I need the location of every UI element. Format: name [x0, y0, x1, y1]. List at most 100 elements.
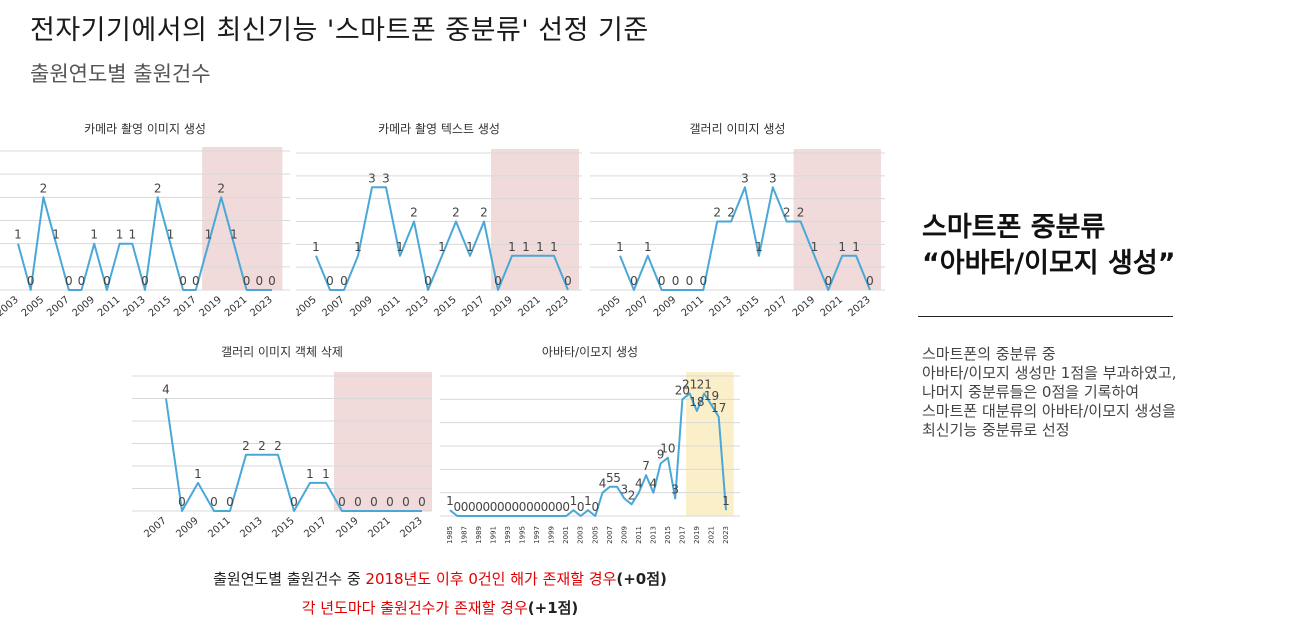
- tick-label: 2011: [680, 294, 707, 319]
- tick-label: 2017: [460, 294, 487, 319]
- tick-label: 2001: [562, 526, 570, 544]
- tick-label: 2023: [248, 294, 275, 319]
- data-label: 0: [340, 274, 348, 288]
- data-label: 4: [650, 477, 658, 491]
- data-label: 1: [508, 240, 516, 254]
- data-label: 1: [838, 240, 846, 254]
- series-line: [449, 392, 727, 517]
- data-label: 1: [230, 228, 238, 242]
- data-label: 0: [268, 274, 276, 288]
- tick-label: 2011: [376, 294, 403, 319]
- data-label: 0: [541, 500, 549, 514]
- side-line: 스마트폰의 중분류 중: [922, 345, 1056, 363]
- data-label: 2: [410, 206, 418, 220]
- data-label: 0: [338, 495, 346, 509]
- data-label: 4: [599, 477, 607, 491]
- tick-label: 2015: [147, 294, 174, 319]
- tick-label: 2019: [488, 294, 515, 319]
- tick-label: 2023: [398, 515, 425, 540]
- data-label: 0: [354, 495, 362, 509]
- side-heading-line2: “아바타/이모지 생성”: [922, 248, 1176, 279]
- data-label: 4: [162, 383, 170, 397]
- data-label: 0: [672, 274, 680, 288]
- data-label: 0: [27, 274, 35, 288]
- tick-label: 2009: [70, 294, 97, 319]
- data-label: 2: [783, 206, 791, 220]
- data-label: 1: [466, 240, 474, 254]
- chart-title: 갤러리 이미지 생성: [690, 122, 786, 136]
- tick-label: 2005: [20, 294, 47, 319]
- data-label: 0: [497, 500, 505, 514]
- tick-label: 2013: [121, 294, 148, 319]
- data-label: 0: [630, 274, 638, 288]
- data-label: 10: [660, 442, 675, 456]
- tick-label: 2017: [678, 526, 686, 544]
- page-title: 전자기기에서의 최신기능 '스마트폰 중분류' 선정 기준: [30, 15, 649, 46]
- data-label: 18: [689, 395, 704, 409]
- data-label: 2: [242, 439, 250, 453]
- data-label: 0: [658, 274, 666, 288]
- data-label: 1: [354, 240, 362, 254]
- chart-gallery-image: 갤러리 이미지 생성 1 0 1 0 0 0 0 2 2 3 1 3 2 2 1 0 1 1 0 2005 2007 200…: [590, 115, 885, 330]
- data-label: 1: [616, 240, 624, 254]
- footnote-rule-zero: 2018년도 이후 0건인 해가 존재할 경우: [365, 570, 617, 588]
- series-line: [17, 196, 272, 291]
- data-label: 2: [274, 439, 282, 453]
- tick-label: 2019: [334, 515, 361, 540]
- data-label: 1: [116, 228, 124, 242]
- data-label: 0: [490, 500, 498, 514]
- data-label: 1: [396, 240, 404, 254]
- data-label: 19: [704, 389, 719, 403]
- footnote-line-2: 각 년도마다 출원건수가 존재할 경우(+1점): [0, 597, 880, 618]
- data-label: 3: [741, 171, 749, 185]
- data-label: 0: [591, 500, 599, 514]
- series-line: [165, 398, 422, 512]
- data-label: 0: [555, 500, 563, 514]
- data-label: 1: [52, 228, 60, 242]
- data-label: 1: [306, 467, 314, 481]
- side-line: 스마트폰 대분류의 아바타/이모지 생성을: [922, 402, 1176, 420]
- data-label: 1: [205, 228, 213, 242]
- data-label: 1: [722, 494, 730, 508]
- tick-label: 2013: [649, 526, 657, 544]
- data-label: 1: [811, 240, 819, 254]
- data-label: 1: [570, 494, 578, 508]
- data-label: 0: [243, 274, 251, 288]
- footnote-score-zero: (+0점): [616, 570, 667, 588]
- chart-svg: 아바타/이모지 생성1 0 0 0 0 0 0 0 0 0 0 0 0 0 0 0 0 1 0 1 04 5 53 24749…: [440, 345, 740, 544]
- data-label: 1: [446, 494, 454, 508]
- tick-label: 2009: [174, 515, 201, 540]
- tick-label: 1995: [519, 526, 527, 544]
- data-label: 1: [755, 240, 763, 254]
- tick-label: 2013: [404, 294, 431, 319]
- tick-label: 2011: [206, 515, 233, 540]
- series-line: [315, 186, 569, 291]
- data-label: 0: [577, 500, 585, 514]
- tick-label: 1993: [504, 526, 512, 544]
- data-label: 0: [866, 274, 874, 288]
- tick-label: 2011: [635, 526, 643, 544]
- data-label: 1: [312, 240, 320, 254]
- data-label: 1: [852, 240, 860, 254]
- data-label: 0: [418, 495, 426, 509]
- side-line: 최신기능 중분류로 선정: [922, 421, 1070, 439]
- data-label: 2: [713, 206, 721, 220]
- data-label: 21: [697, 378, 712, 392]
- data-label: 0: [482, 500, 490, 514]
- highlight-band: [202, 147, 283, 290]
- data-label: 1: [128, 228, 136, 242]
- data-label: 3: [671, 483, 679, 497]
- data-label: 0: [386, 495, 394, 509]
- tick-label: 2019: [197, 294, 224, 319]
- tick-label: 2023: [544, 294, 571, 319]
- tick-label: 2021: [516, 294, 543, 319]
- data-label: 2: [40, 181, 48, 195]
- data-label: 2: [452, 206, 460, 220]
- data-label: 4: [635, 477, 643, 491]
- data-label: 0: [192, 274, 200, 288]
- data-label: 17: [711, 401, 726, 415]
- footnote-score-one: (+1점): [527, 599, 579, 617]
- highlight-band: [686, 372, 734, 516]
- tick-label: 2013: [707, 294, 734, 319]
